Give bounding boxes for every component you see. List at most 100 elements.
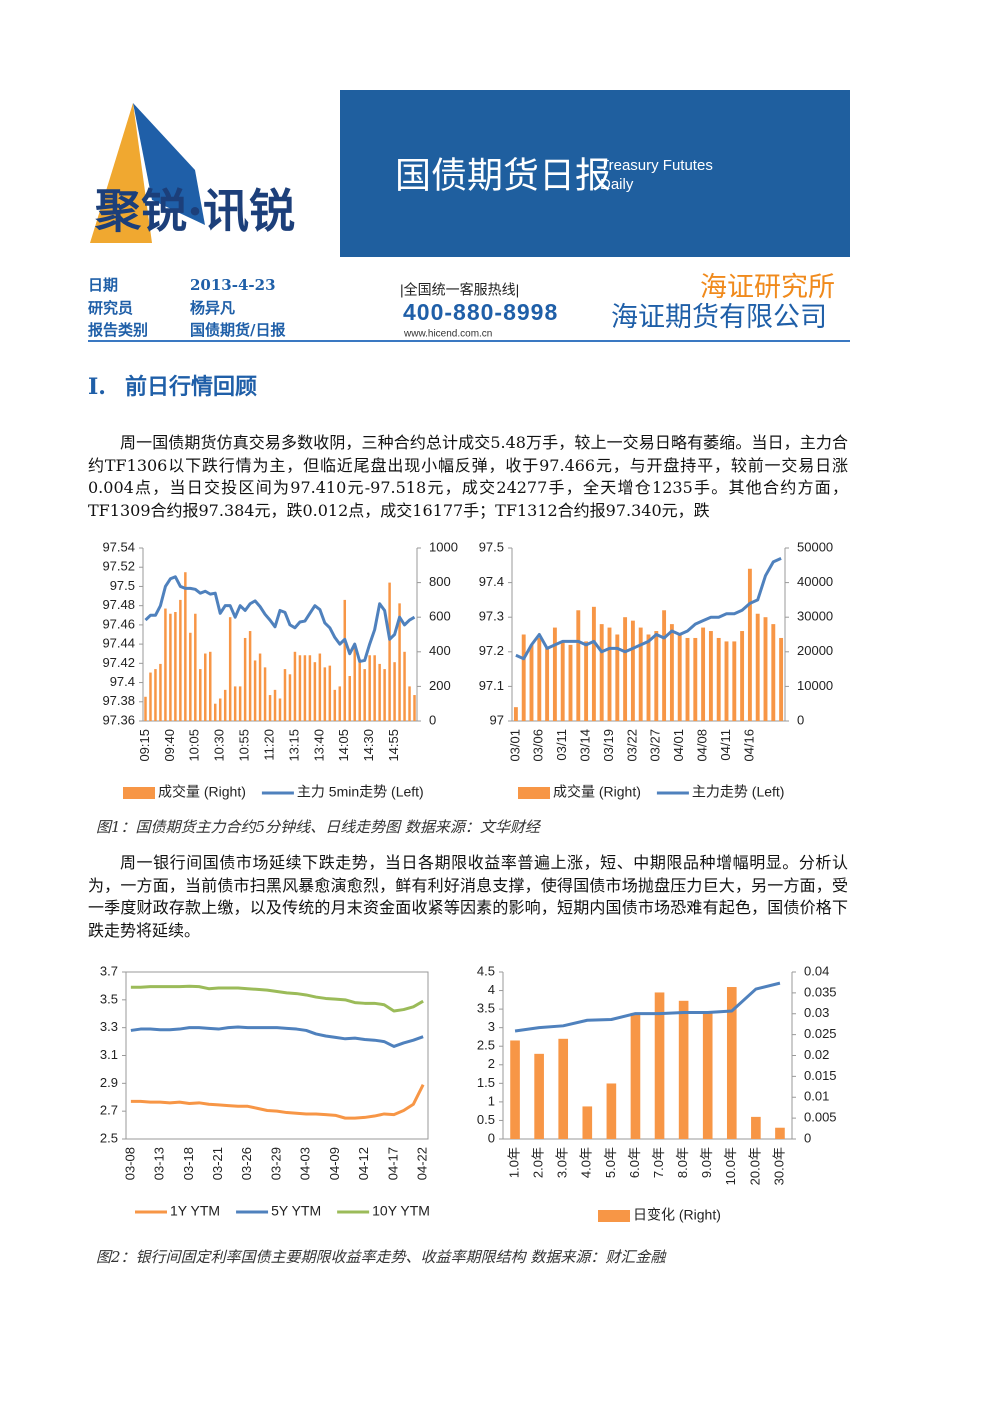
- bar: [248, 631, 252, 721]
- x-tick-label: 03-29: [268, 1147, 283, 1180]
- line: [130, 1025, 424, 1048]
- y-tick-label: 2.7: [100, 1103, 118, 1118]
- legend-label: 成交量 (Right): [553, 784, 641, 800]
- y-tick-label: 2.5: [477, 1038, 495, 1053]
- y-tick-label: 97.52: [102, 559, 135, 574]
- x-tick-label: 9.0年: [699, 1147, 714, 1178]
- y-tick-label: 2: [488, 1056, 495, 1071]
- x-tick-label: 03/14: [578, 729, 593, 762]
- bar: [529, 644, 534, 721]
- bar: [724, 641, 729, 721]
- x-tick-label: 03/11: [554, 729, 569, 761]
- y-tick-label: 3: [488, 1019, 495, 1034]
- y-tick-label: 4: [488, 982, 495, 997]
- x-tick-label: 04-22: [415, 1147, 430, 1180]
- bar: [740, 631, 745, 721]
- bar: [353, 644, 356, 721]
- bar: [144, 696, 147, 721]
- section-number: I.: [88, 374, 106, 400]
- x-tick-label: 04-12: [356, 1147, 371, 1180]
- bar: [278, 698, 282, 721]
- bar: [552, 627, 557, 721]
- bar: [169, 613, 172, 721]
- bar: [521, 634, 526, 721]
- legend-label: 5Y YTM: [271, 1203, 321, 1219]
- info-value: 2013-4-23: [190, 276, 276, 294]
- y2-tick-label: 30000: [797, 609, 833, 624]
- section-title: 前日行情回顾: [125, 374, 257, 400]
- bar: [606, 1083, 617, 1139]
- x-tick-label: 6.0年: [627, 1147, 642, 1178]
- x-tick-label: 03-26: [239, 1147, 254, 1180]
- x-tick-label: 04-09: [327, 1147, 342, 1180]
- y2-tick-label: 20000: [797, 643, 833, 658]
- y2-tick-label: 0: [429, 712, 436, 727]
- bar: [513, 707, 518, 721]
- info-value: 杨异凡: [190, 299, 236, 317]
- y-tick-label: 3.5: [100, 991, 118, 1006]
- bar: [313, 662, 317, 721]
- bar: [323, 667, 327, 721]
- info-label: 研究员: [88, 299, 134, 317]
- bar: [413, 695, 416, 721]
- x-tick-label: 04-03: [298, 1147, 313, 1180]
- y2-tick-label: 600: [429, 609, 451, 624]
- x-tick-label: 03/27: [648, 729, 663, 762]
- legend-label: 主力 5min走势 (Left): [297, 784, 424, 800]
- bar: [333, 689, 337, 721]
- bar: [403, 651, 406, 721]
- banner: [340, 90, 850, 257]
- y-tick-label: 0: [488, 1130, 495, 1145]
- line: [130, 1084, 425, 1120]
- x-tick-label: 03-21: [210, 1147, 225, 1180]
- paragraph: 周一银行间国债市场延续下跌走势，当日各期限收益率普遍上涨，短、中期限品种增幅明显…: [88, 853, 848, 940]
- y2-tick-label: 0.01: [804, 1089, 829, 1104]
- x-tick-label: 04/01: [671, 729, 686, 762]
- y-tick-label: 0.5: [477, 1112, 495, 1127]
- y2-tick-label: 400: [429, 643, 451, 658]
- x-tick-label: 03/19: [601, 729, 616, 762]
- x-tick-label: 14:05: [336, 729, 351, 762]
- bar: [263, 667, 267, 721]
- x-tick-label: 2.0年: [531, 1147, 546, 1178]
- bar: [378, 663, 381, 721]
- hotline-label: |全国统一客服热线|: [400, 282, 519, 298]
- bar: [273, 689, 277, 721]
- x-tick-label: 14:30: [361, 729, 376, 762]
- x-tick-label: 1.0年: [506, 1147, 521, 1178]
- y-tick-label: 3.7: [100, 963, 118, 978]
- y2-tick-label: 0.02: [804, 1047, 829, 1062]
- x-tick-label: 09:40: [162, 729, 177, 762]
- bar: [149, 672, 152, 721]
- x-tick-label: 10:30: [212, 729, 227, 762]
- legend-label: 日变化 (Right): [633, 1207, 721, 1223]
- bar: [662, 610, 667, 721]
- bar: [654, 631, 659, 721]
- institute: 海证研究所: [700, 272, 835, 302]
- bar: [591, 606, 596, 721]
- x-tick-label: 5.0年: [603, 1147, 618, 1178]
- bar: [253, 660, 257, 721]
- x-tick-label: 14:55: [386, 729, 401, 762]
- y2-tick-label: 0.005: [804, 1110, 837, 1125]
- info-value: 国债期货/日报: [190, 321, 286, 339]
- bar: [154, 669, 157, 721]
- y2-tick-label: 200: [429, 678, 451, 693]
- bar: [258, 653, 262, 721]
- y-tick-label: 2.9: [100, 1075, 118, 1090]
- bar: [615, 634, 620, 721]
- bar: [283, 669, 287, 721]
- bar: [755, 613, 760, 721]
- x-tick-label: 04/16: [741, 729, 756, 762]
- x-tick-label: 03-13: [152, 1147, 167, 1180]
- bar: [243, 637, 247, 721]
- x-tick-label: 10:55: [237, 729, 252, 762]
- y-tick-label: 97.42: [102, 655, 135, 670]
- bar: [164, 608, 167, 721]
- bar: [677, 634, 682, 721]
- x-tick-label: 03-18: [181, 1147, 196, 1180]
- x-tick-label: 3.0年: [555, 1147, 570, 1178]
- y-tick-label: 1.5: [477, 1075, 495, 1090]
- bar: [209, 651, 212, 721]
